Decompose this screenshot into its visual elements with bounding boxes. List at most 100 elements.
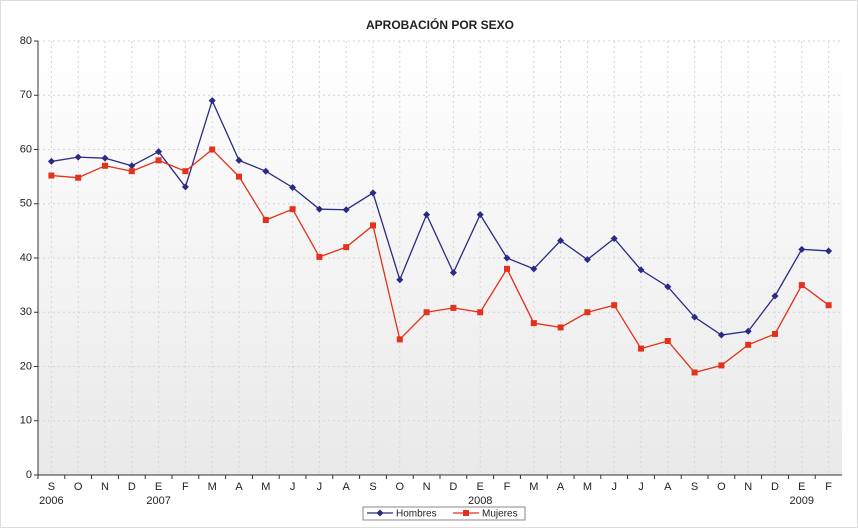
point: [798, 245, 806, 253]
point: [101, 154, 109, 162]
point: [48, 172, 55, 179]
point: [557, 324, 564, 331]
point: [262, 217, 269, 224]
point: [450, 304, 457, 311]
y-tick-label: 60: [20, 143, 32, 155]
x-tick-label: M: [261, 481, 270, 493]
point: [557, 237, 565, 245]
x-tick-label: J: [611, 481, 617, 493]
point: [235, 156, 243, 164]
series-line: [51, 148, 829, 374]
x-tick-label: A: [343, 481, 351, 493]
point: [476, 211, 484, 219]
point: [181, 183, 189, 191]
x-tick-label: A: [235, 481, 243, 493]
point: [718, 362, 725, 369]
point: [236, 173, 242, 180]
x-tick-label: S: [48, 481, 55, 493]
point: [208, 97, 216, 105]
legend-box: [362, 506, 526, 521]
point: [315, 205, 323, 213]
x-tick-label: S: [369, 481, 376, 493]
point: [369, 189, 377, 197]
legend-label: Mujeres: [482, 509, 518, 520]
point: [289, 183, 297, 191]
point: [396, 336, 403, 343]
x-tick-label: M: [208, 481, 217, 493]
x-tick-label: E: [798, 481, 805, 493]
point: [530, 265, 538, 273]
point: [610, 234, 618, 242]
point: [396, 276, 404, 284]
point: [638, 345, 644, 352]
point: [477, 309, 484, 316]
point: [47, 157, 55, 165]
point: [102, 162, 108, 169]
point: [155, 148, 163, 156]
point: [530, 320, 537, 327]
y-tick-label: 30: [20, 306, 32, 318]
x-tick-label: J: [638, 481, 644, 493]
point: [717, 331, 725, 339]
point: [691, 313, 699, 321]
point: [376, 509, 384, 517]
point: [75, 174, 82, 181]
x-tick-label: D: [771, 481, 779, 493]
y-tick-label: 80: [20, 35, 32, 47]
point: [637, 266, 645, 274]
y-tick-label: 0: [26, 469, 32, 481]
point: [316, 253, 323, 260]
point: [691, 369, 698, 376]
x-tick-label: N: [101, 481, 109, 493]
chart-title: APROBACIÓN POR SEXO: [366, 17, 514, 32]
point: [772, 330, 778, 337]
x-tick-label: D: [449, 481, 457, 493]
point: [664, 283, 672, 291]
y-tick-label: 10: [20, 415, 32, 427]
x-tick-label: M: [583, 481, 592, 493]
point: [611, 302, 618, 309]
point: [745, 341, 752, 348]
x-tick-label: O: [396, 481, 405, 493]
y-tick-label: 70: [20, 89, 32, 101]
point: [503, 254, 511, 262]
point: [664, 338, 671, 345]
point: [74, 153, 82, 161]
x-tick-label: N: [423, 481, 431, 493]
point: [423, 309, 430, 316]
y-tick-label: 50: [20, 198, 32, 210]
legend-label: Hombres: [396, 509, 437, 520]
y-tick-label: 40: [20, 252, 32, 264]
year-label: 2007: [146, 495, 170, 507]
x-tick-label: N: [744, 481, 752, 493]
point: [798, 282, 805, 289]
point: [155, 157, 162, 164]
point: [209, 146, 216, 153]
x-tick-label: A: [664, 481, 672, 493]
series-line: [51, 98, 829, 336]
point: [423, 211, 431, 219]
x-tick-label: E: [155, 481, 162, 493]
x-tick-label: A: [557, 481, 565, 493]
point: [744, 327, 752, 335]
x-tick-label: J: [317, 481, 323, 493]
point: [449, 269, 457, 277]
point: [289, 206, 296, 213]
point: [128, 168, 135, 175]
x-tick-label: D: [128, 481, 136, 493]
x-tick-label: M: [529, 481, 538, 493]
point: [343, 244, 350, 251]
x-tick-label: F: [182, 481, 189, 493]
point: [463, 510, 469, 516]
point: [262, 167, 270, 175]
point: [128, 162, 136, 170]
x-tick-label: J: [290, 481, 296, 493]
point: [504, 265, 510, 272]
x-tick-label: F: [504, 481, 511, 493]
point: [584, 309, 591, 316]
x-tick-label: E: [477, 481, 484, 493]
x-tick-label: S: [691, 481, 698, 493]
x-tick-label: F: [825, 481, 832, 493]
year-label: 2006: [39, 495, 63, 507]
